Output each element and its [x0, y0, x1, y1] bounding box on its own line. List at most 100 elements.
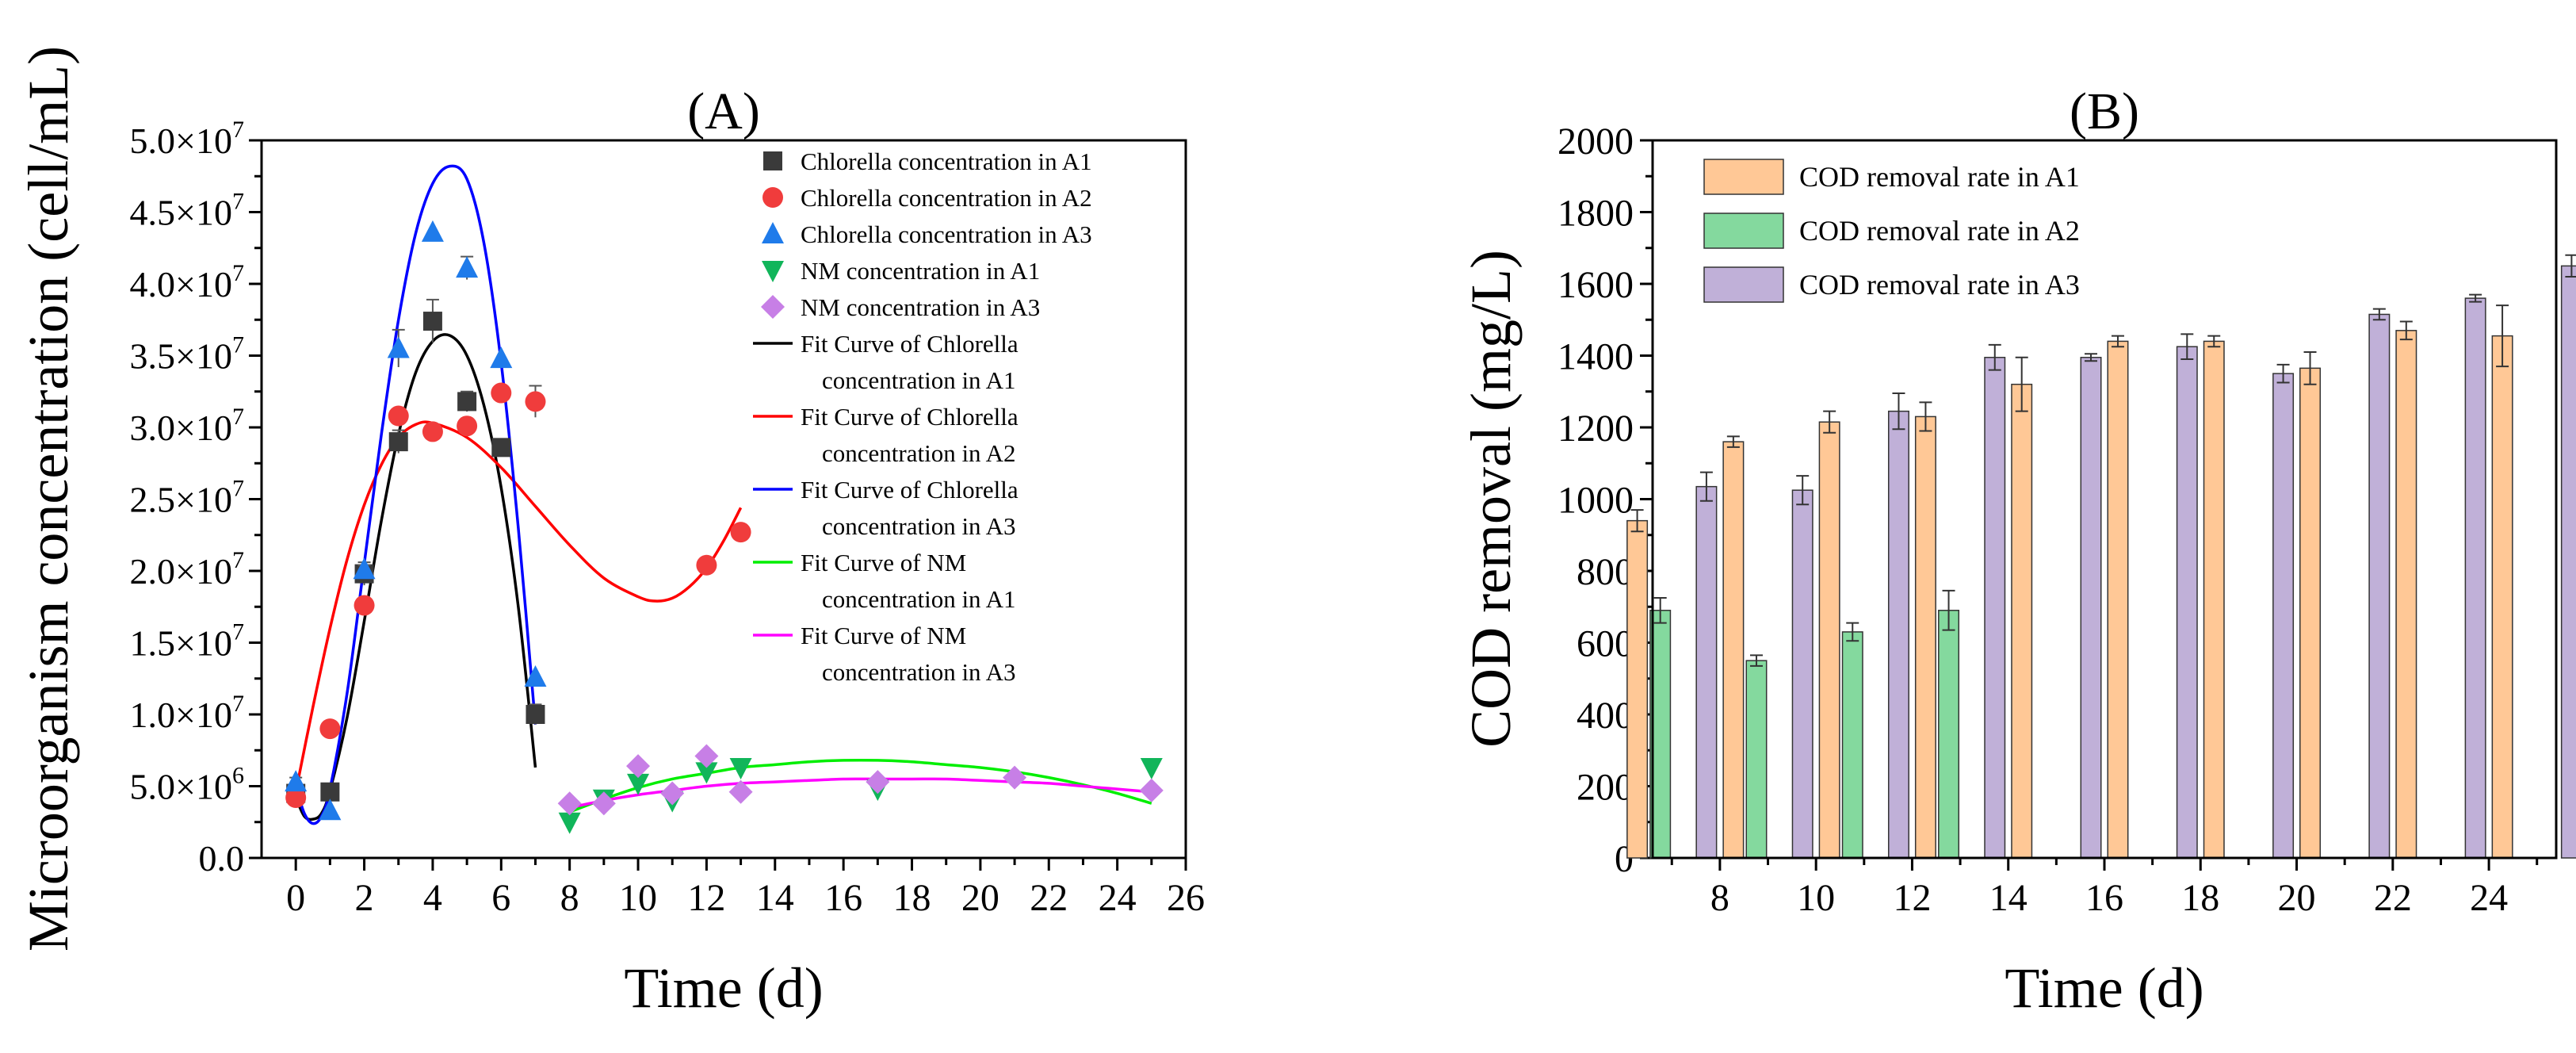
y-tick-label: 3.0×107	[130, 404, 244, 448]
y-tick-label: 5.0×107	[130, 117, 244, 161]
y-tick-label: 4.0×107	[130, 260, 244, 304]
x-tick-label: 18	[2181, 877, 2219, 919]
bar-group	[2395, 320, 2417, 859]
data-point-series-4	[1140, 757, 1163, 779]
x-tick-label: 8	[560, 877, 579, 919]
panel-b-legend: COD removal rate in A1 COD removal rate i…	[1703, 159, 2080, 303]
data-point-series-3	[421, 220, 444, 242]
bar-group	[1695, 471, 1718, 859]
bar-group	[1722, 435, 1745, 859]
legend-marker-4	[762, 261, 784, 282]
y-tick-label: 800	[1577, 551, 1634, 593]
bar-series-3	[2272, 373, 2295, 859]
legend-label-5: NM concentration in A3	[801, 293, 1040, 321]
bar-series-1	[2299, 367, 2322, 859]
legend-marker-1	[763, 151, 782, 170]
bar-series-3	[1791, 489, 1814, 859]
y-tick-label: 600	[1577, 623, 1634, 665]
legend-label-1: COD removal rate in A1	[1799, 161, 2080, 193]
y-tick-mantissa: 2.5×10	[130, 480, 232, 520]
bar-group	[2299, 350, 2322, 859]
data-point-series-5	[626, 754, 651, 779]
legend-marker-2	[762, 187, 783, 208]
bar-group	[2368, 308, 2391, 859]
y-tick-mantissa: 3.0×10	[130, 408, 232, 448]
y-tick-label: 1600	[1557, 264, 1634, 306]
y-tick-mantissa: 5.0×10	[130, 121, 232, 161]
y-tick-label: 1800	[1557, 193, 1634, 235]
legend-fit-label-4-cont: concentration in A1	[822, 585, 1016, 613]
y-tick-mantissa: 4.0×10	[130, 264, 232, 304]
bar-group	[1914, 401, 1936, 859]
bar-series-2	[1841, 631, 1863, 859]
legend-fit-label-2-cont: concentration in A2	[822, 439, 1016, 467]
bar-group	[1984, 343, 2006, 859]
y-tick-mantissa: 4.5×10	[130, 193, 232, 233]
fit-curve-2	[294, 420, 743, 793]
legend-label-2: Chlorella concentration in A2	[801, 184, 1092, 212]
data-point-series-2	[319, 718, 341, 740]
y-tick-label: 1400	[1557, 336, 1634, 378]
panel-a-y-axis-label: Microorganism concentration (cell/mL)	[17, 46, 80, 952]
bar-group	[2560, 254, 2576, 859]
data-point-series-2	[457, 415, 478, 437]
y-tick-label: 2.0×107	[130, 547, 244, 592]
panel-b-label: (B)	[2070, 82, 2139, 140]
bar-series-1	[1722, 441, 1745, 859]
legend-swatch-1	[1703, 159, 1784, 195]
data-point-series-3	[456, 256, 479, 278]
bar-series-1	[2011, 383, 2033, 859]
data-point-series-5	[728, 779, 753, 804]
data-point-series-3	[524, 664, 547, 687]
fit-curve-1	[294, 333, 537, 821]
y-tick-mantissa: 3.5×10	[130, 336, 232, 377]
data-point-series-2	[491, 382, 512, 404]
x-tick-label: 22	[2374, 877, 2412, 919]
data-point-series-1	[457, 392, 477, 412]
y-tick-exponent: 7	[232, 332, 244, 358]
bar-series-1	[2203, 340, 2225, 859]
bar-series-1	[2107, 340, 2129, 859]
y-tick-exponent: 7	[232, 619, 244, 645]
data-point-series-3	[285, 770, 308, 792]
panel-b-x-axis-label: Time (d)	[2005, 956, 2203, 1020]
panel-a-legend: Chlorella concentration in A1 Chlorella c…	[753, 147, 1092, 686]
y-tick-exponent: 7	[232, 404, 244, 430]
bar-series-1	[1914, 415, 1936, 859]
bar-series-1	[2395, 330, 2417, 859]
panel-b-plot-frame	[1651, 139, 2558, 860]
bar-group	[2080, 353, 2102, 859]
bar-group	[2011, 356, 2033, 859]
x-tick-label: 10	[1797, 877, 1835, 919]
data-point-series-5	[1139, 778, 1164, 802]
panel-b-y-axis-label: COD removal (mg/L)	[1459, 250, 1523, 748]
legend-fit-label-4: Fit Curve of NM	[801, 549, 966, 576]
x-tick-label: 2	[355, 877, 374, 919]
y-tick-mantissa: 2.0×10	[130, 551, 232, 592]
x-tick-label: 22	[1030, 877, 1068, 919]
data-point-series-1	[388, 432, 408, 452]
x-tick-label: 14	[756, 877, 794, 919]
fit-curve-4	[569, 758, 1152, 814]
bar-group	[2464, 293, 2486, 859]
data-point-series-3	[387, 336, 410, 358]
legend-fit-label-1-cont: concentration in A1	[822, 366, 1016, 394]
bar-group	[1841, 622, 1863, 859]
data-point-series-1	[320, 782, 340, 802]
panel-b-cod-removal-chart: (B) 020040060080010001200140016001800200…	[1459, 82, 2576, 1020]
bar-series-2	[1745, 660, 1768, 859]
y-tick-label: 5.0×106	[130, 763, 244, 807]
y-tick-exponent: 7	[232, 547, 244, 573]
bar-group	[1745, 654, 1768, 859]
bar-group	[1626, 509, 1649, 859]
bar-group	[1887, 392, 1909, 859]
data-point-series-1	[422, 312, 442, 331]
x-tick-label: 10	[619, 877, 657, 919]
data-point-series-5	[1003, 765, 1027, 790]
data-point-series-1	[526, 705, 545, 724]
legend-marker-5	[761, 295, 785, 319]
legend-fit-label-3: Fit Curve of Chlorella	[801, 476, 1019, 504]
data-point-series-2	[422, 421, 443, 442]
y-tick-exponent: 7	[232, 691, 244, 717]
